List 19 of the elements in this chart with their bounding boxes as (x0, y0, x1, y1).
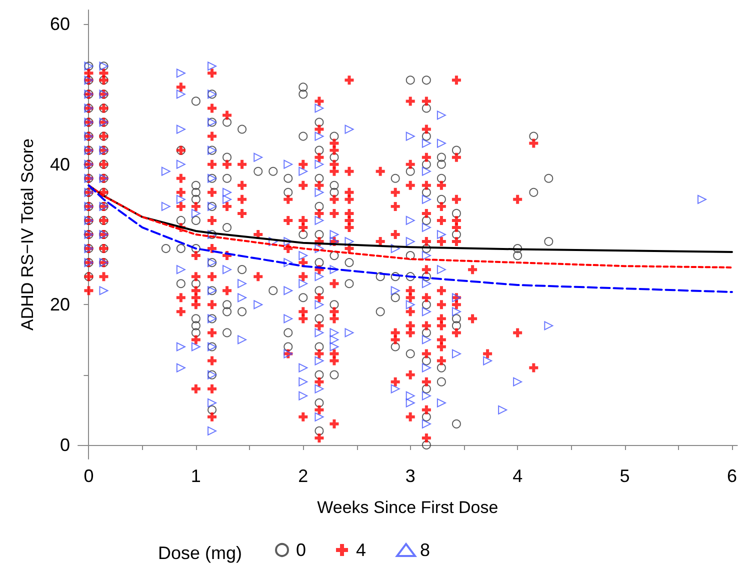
x-tick-label: 5 (620, 466, 630, 486)
x-tick-label: 0 (84, 466, 94, 486)
y-tick-label: 40 (50, 154, 70, 174)
legend-label: 8 (420, 540, 430, 560)
line-series (88, 184, 733, 268)
line-series (88, 184, 733, 294)
x-tick-label: 1 (190, 466, 201, 486)
y-tick-label: 60 (50, 14, 70, 34)
y-tick-label: 20 (50, 294, 70, 315)
x-tick-label: 2 (298, 466, 308, 486)
x-axis-title: Weeks Since First Dose (317, 498, 498, 517)
y-tick-label: 0 (60, 434, 70, 455)
legend-label: 0 (296, 540, 306, 560)
y-axis-title: ADHD RS−IV Total Score (18, 138, 37, 330)
legend-title: Dose (mg) (158, 543, 242, 563)
x-tick-label: 3 (405, 466, 416, 486)
x-tick-label: 4 (512, 466, 523, 486)
legend-label: 4 (356, 540, 366, 560)
x-tick-label: 6 (726, 466, 737, 486)
